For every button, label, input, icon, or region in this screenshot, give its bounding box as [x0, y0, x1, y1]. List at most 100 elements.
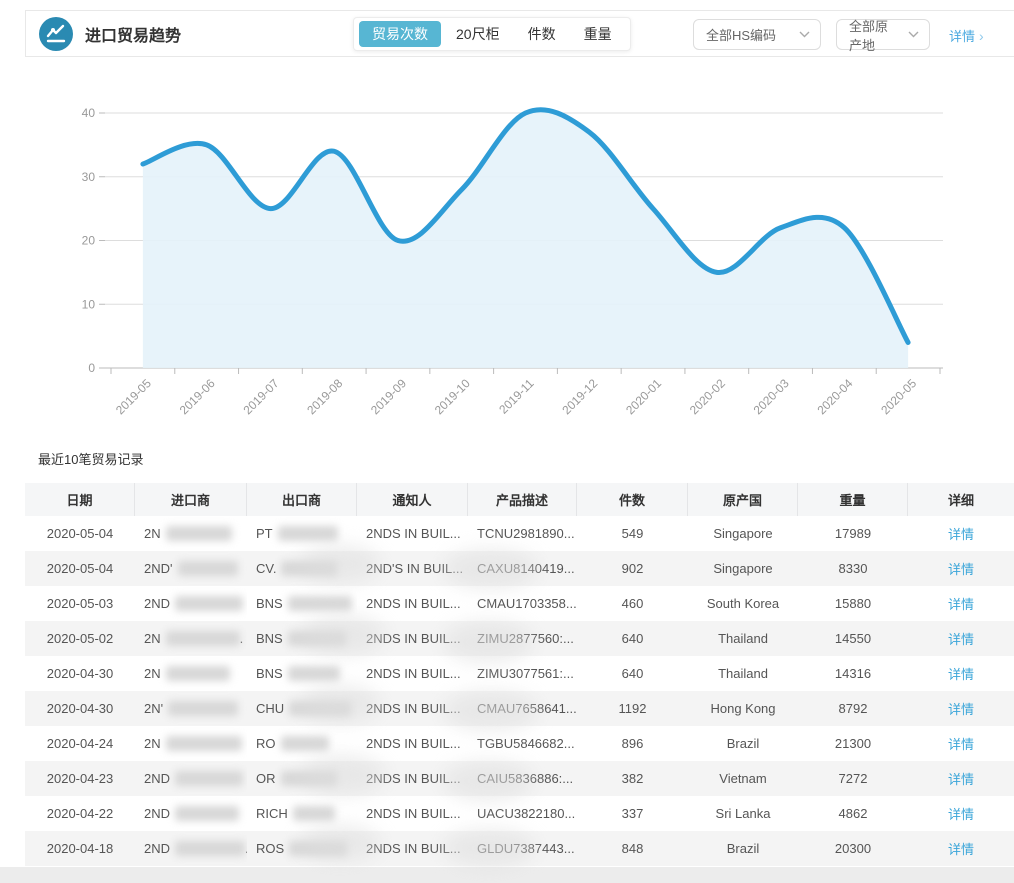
cell-origin: Sri Lanka	[715, 806, 771, 821]
column-header-0: 日期	[25, 483, 135, 516]
page-bottom-strip	[0, 867, 1014, 883]
cell-notifier: 2NDS IN BUIL...	[366, 771, 461, 786]
column-header-3: 通知人	[357, 483, 468, 516]
cell-origin: Thailand	[718, 631, 768, 646]
cell-product: GLDU7387443...	[477, 841, 575, 856]
row-detail-link[interactable]: 详情	[947, 597, 974, 612]
cell-notifier: 2NDS IN BUIL...	[366, 701, 461, 716]
cell-pieces: 337	[621, 806, 644, 821]
row-detail-link[interactable]: 详情	[947, 667, 974, 682]
svg-text:2019-07: 2019-07	[240, 376, 281, 417]
cell-origin: Brazil	[726, 736, 760, 751]
metric-tab-0[interactable]: 贸易次数	[359, 21, 441, 47]
cell-detail: 详情	[908, 621, 1014, 656]
cell-date: 2020-04-24	[46, 736, 114, 751]
cell-importer: 2N	[135, 656, 247, 691]
cell-detail: 详情	[908, 691, 1014, 726]
svg-text:2019-11: 2019-11	[496, 376, 537, 417]
metric-tab-group: 贸易次数 20尺柜 件数 重量	[353, 17, 631, 51]
privacy-blur	[165, 736, 242, 751]
cell-importer: 2N'	[135, 691, 247, 726]
cell-importer: 2N .	[144, 631, 244, 646]
privacy-blur	[281, 561, 338, 576]
cell-origin: Vietnam	[719, 771, 767, 786]
cell-importer: 2ND'	[135, 551, 247, 586]
svg-text:20: 20	[82, 234, 96, 248]
cell-exporter: RICH	[247, 796, 357, 831]
column-header-5: 件数	[577, 483, 688, 516]
row-detail-link[interactable]: 详情	[947, 737, 974, 752]
header-detail-link-label: 详情	[949, 29, 976, 44]
table-header-row: 日期 进口商 出口商 通知人 产品描述 件数 原产国 重量 详细	[25, 483, 1014, 516]
metric-tab-3[interactable]: 重量	[583, 26, 612, 42]
cell-weight: 14316	[834, 666, 872, 681]
cell-weight: 8792	[838, 701, 868, 716]
cell-notifier: 2NDS IN BUIL...	[366, 526, 461, 541]
cell-notifier: 2NDS IN BUIL...	[366, 596, 461, 611]
privacy-blur	[292, 806, 335, 821]
origin-select[interactable]: 全部原产地	[836, 19, 930, 53]
cell-notifier: 2NDS IN BUIL...	[366, 631, 461, 646]
cell-weight: 17989	[834, 526, 872, 541]
privacy-blur	[177, 561, 238, 576]
cell-pieces: 902	[621, 561, 644, 576]
cell-importer: 2ND .	[135, 831, 247, 866]
svg-text:2019-09: 2019-09	[368, 376, 409, 417]
cell-origin: Singapore	[713, 561, 773, 576]
cell-date: 2020-04-18	[46, 841, 114, 856]
page-title: 进口贸易趋势	[85, 28, 182, 45]
hs-code-select[interactable]: 全部HS编码	[693, 19, 821, 50]
column-header-4: 产品描述	[468, 483, 577, 516]
row-detail-link[interactable]: 详情	[947, 842, 974, 857]
cell-date: 2020-05-04	[46, 561, 114, 576]
cell-importer: 2ND	[135, 796, 247, 831]
trend-area-chart: 0 10 20 30 40 2019-05 2019-06 2019-07 2019-08 201…	[82, 106, 943, 417]
row-detail-link[interactable]: 详情	[947, 527, 974, 542]
cell-weight: 14550	[834, 631, 872, 646]
privacy-blur	[175, 771, 244, 786]
cell-weight: 8330	[838, 561, 868, 576]
cell-product: CMAU1703358...	[477, 596, 577, 611]
cell-importer: 2ND	[135, 761, 247, 796]
row-detail-link[interactable]: 详情	[947, 632, 974, 647]
cell-pieces: 549	[621, 526, 644, 541]
privacy-blur	[165, 666, 230, 681]
cell-date: 2020-05-03	[46, 596, 114, 611]
cell-origin: South Korea	[706, 596, 780, 611]
row-detail-link[interactable]: 详情	[947, 702, 974, 717]
column-header-1: 进口商	[135, 483, 247, 516]
row-detail-link[interactable]: 详情	[947, 562, 974, 577]
table-row: 2020-04-22 2ND RICH 2NDS IN BUIL... UACU3822…	[25, 796, 1014, 831]
metric-tab-2[interactable]: 件数	[527, 26, 556, 42]
table-body: 2020-05-04 2N PT 2NDS IN BUIL... TCNU2981890…	[25, 516, 1014, 866]
svg-text:2020-05: 2020-05	[878, 376, 919, 417]
table-row: 2020-04-18 2ND .ROS 2NDS IN BUIL... GLDU738…	[25, 831, 1014, 866]
origin-select-value: 全部原产地	[849, 18, 889, 53]
cell-product: UACU3822180...	[477, 806, 576, 821]
privacy-blur	[175, 806, 240, 821]
privacy-blur	[287, 666, 340, 681]
privacy-blur	[280, 771, 337, 786]
cell-origin: Hong Kong	[710, 701, 776, 716]
privacy-blur	[277, 526, 338, 541]
cell-detail: 详情	[908, 726, 1014, 761]
cell-date: 2020-04-30	[46, 666, 114, 681]
header-detail-link[interactable]: 详情 ›	[949, 26, 984, 45]
header-bar: 进口贸易趋势 贸易次数 20尺柜 件数 重量 全部HS编码 全部原产地 详情 ›	[25, 10, 1014, 57]
cell-product: TCNU2981890...	[477, 526, 575, 541]
table-row: 2020-04-30 2N BNS 2NDS IN BUIL... ZIMU307756…	[25, 656, 1014, 691]
privacy-blur	[175, 596, 244, 611]
cell-detail: 详情	[908, 831, 1014, 866]
table-row: 2020-05-04 2ND' CV. 2ND'S IN BUIL... CAXU814…	[25, 551, 1014, 586]
metric-tab-1[interactable]: 20尺柜	[456, 26, 500, 42]
cell-exporter: OR	[247, 761, 357, 796]
hs-code-select-value: 全部HS编码	[706, 28, 777, 43]
row-detail-link[interactable]: 详情	[947, 772, 974, 787]
row-detail-link[interactable]: 详情	[947, 807, 974, 822]
svg-text:2020-04: 2020-04	[814, 376, 855, 417]
cell-date: 2020-04-30	[46, 701, 114, 716]
svg-text:10: 10	[82, 297, 96, 311]
privacy-blur	[175, 841, 246, 856]
cell-exporter: PT	[247, 516, 357, 551]
cell-product: TGBU5846682...	[477, 736, 575, 751]
